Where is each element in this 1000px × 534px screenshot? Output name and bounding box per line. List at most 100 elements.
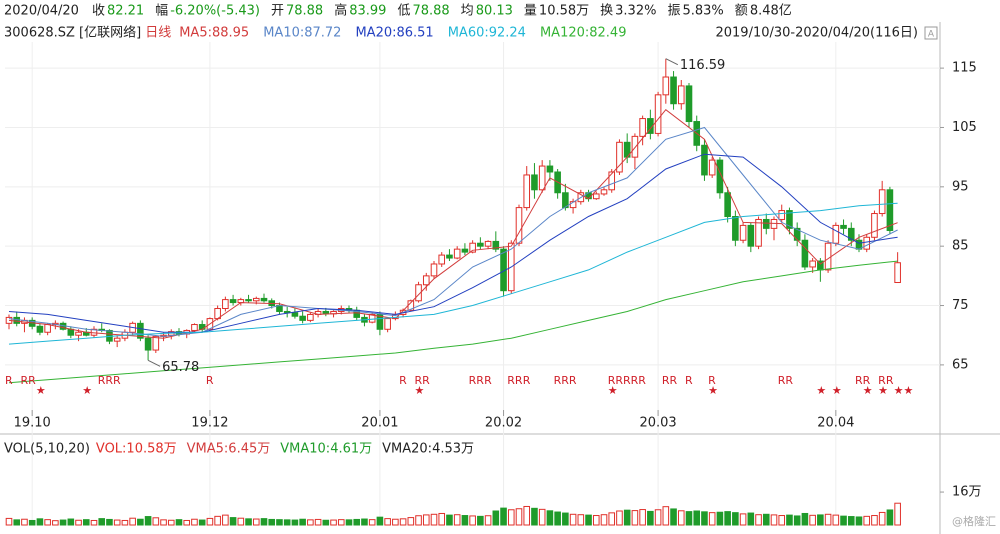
settings-icon[interactable]	[924, 26, 938, 40]
signal: R	[5, 374, 13, 387]
volume-bar	[407, 517, 415, 526]
header-value: 78.88	[286, 4, 323, 19]
volume-bar	[121, 519, 129, 526]
watermark: @格隆汇	[952, 514, 996, 528]
volume-bar	[716, 511, 724, 526]
volume-bar	[515, 508, 523, 526]
volume-bar	[322, 519, 330, 526]
volume-bar	[229, 517, 237, 526]
candle-body	[384, 318, 391, 330]
signal: R	[685, 374, 693, 387]
volume-bar	[268, 518, 276, 526]
symbol: 300628.SZ [亿联网络]	[4, 25, 141, 41]
y-tick-label: 65	[952, 357, 969, 372]
x-tick-label: 19.12	[191, 416, 228, 431]
candle-body	[245, 299, 252, 302]
ma-line	[8, 126, 898, 337]
header-value: 10.58万	[539, 4, 589, 19]
candle-body	[152, 335, 160, 351]
candle-body	[477, 242, 484, 247]
signal: RR	[507, 374, 523, 387]
volume-bar	[786, 514, 793, 526]
volume-bar	[191, 518, 198, 526]
volume-bar	[384, 518, 391, 526]
volume-bar	[855, 516, 863, 526]
volume-bar	[647, 510, 654, 526]
candle-body	[801, 239, 809, 268]
candle-body	[492, 240, 500, 250]
candle-body	[461, 248, 469, 253]
header-label: 振	[667, 4, 680, 19]
y-tick-label: 75	[952, 298, 969, 313]
volume-bar	[770, 514, 778, 526]
volume-bar	[577, 514, 585, 526]
candle-body	[662, 76, 670, 96]
volume-bar	[616, 510, 623, 526]
candle-body	[13, 316, 21, 324]
header-label: 开	[271, 4, 284, 19]
signal: ★	[878, 384, 888, 397]
signal: RRR	[98, 374, 121, 387]
volume-bar	[523, 505, 531, 526]
volume-bar	[337, 519, 345, 526]
signal: RR	[469, 374, 485, 387]
volume-bar	[36, 518, 44, 526]
volume-bar	[701, 511, 708, 526]
ma-line	[8, 109, 898, 339]
volume-bar	[546, 510, 554, 526]
header-value: 83.99	[349, 4, 386, 19]
volume-bar	[847, 516, 855, 526]
volume-bar	[291, 519, 299, 526]
volume-bar	[44, 519, 51, 526]
volume-bar	[5, 517, 13, 526]
signal: RR	[855, 374, 871, 387]
volume-bar	[670, 508, 677, 526]
volume-bar	[90, 519, 98, 526]
candle-body	[422, 275, 430, 286]
volume-bar	[677, 510, 685, 526]
volume-bar	[52, 520, 59, 526]
candle-body	[886, 189, 894, 232]
candle-body	[670, 76, 677, 105]
signal: RRR	[554, 374, 577, 387]
volume-bar	[175, 519, 183, 526]
candle-body	[113, 337, 121, 342]
volume-bar	[422, 514, 430, 526]
header-value: 78.88	[412, 4, 449, 19]
volume-bar	[214, 515, 221, 526]
volume-bar	[160, 519, 167, 526]
volume-bar	[623, 509, 631, 526]
settings-glyph[interactable]: A	[928, 30, 935, 40]
candle-body	[307, 313, 314, 321]
volume-legend: VMA5:6.45万	[187, 442, 271, 457]
volume-bar	[477, 515, 484, 526]
candle-body	[716, 159, 724, 194]
volume-bar	[206, 517, 214, 526]
volume-bar	[399, 518, 407, 526]
candle-body	[469, 242, 476, 253]
candle-body	[484, 240, 492, 247]
candle-body	[871, 213, 878, 238]
volume-bar	[330, 519, 337, 526]
candle-body	[191, 324, 198, 331]
candle-body	[36, 325, 44, 333]
legend-entry: MA60:92.24	[448, 26, 526, 41]
header-label: 均	[461, 4, 474, 19]
candle-body	[878, 189, 886, 215]
candle-body	[546, 165, 554, 173]
header-label: 低	[397, 4, 410, 19]
volume-bar	[276, 519, 283, 526]
signal: ★	[415, 384, 425, 397]
candle-body	[415, 284, 422, 302]
candle-body	[724, 192, 731, 218]
candle-body	[67, 328, 75, 336]
candle-body	[453, 248, 461, 259]
volume-bar	[507, 509, 515, 526]
signal: R	[206, 374, 214, 387]
candle-body	[446, 254, 453, 259]
candle-body	[824, 242, 832, 271]
volume-bar	[817, 514, 824, 526]
volume-bar	[368, 519, 376, 526]
candle-body	[531, 174, 538, 191]
x-tick-label: 20.02	[485, 416, 522, 431]
